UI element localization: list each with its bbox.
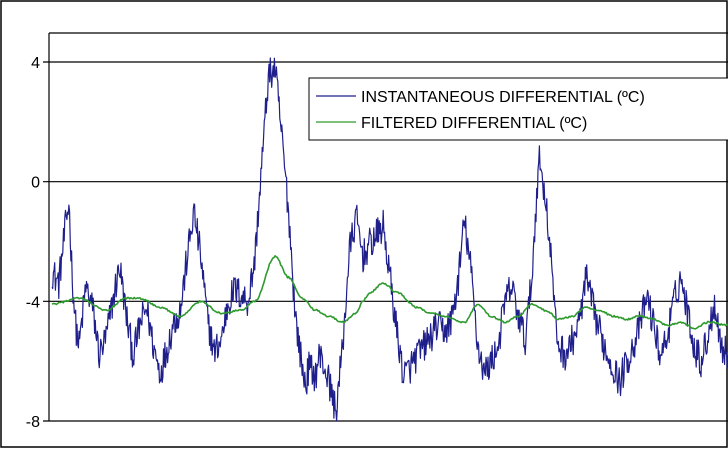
- grid-lines: [43, 61, 728, 422]
- series-instantaneous: [51, 57, 728, 422]
- legend-box: [308, 77, 728, 141]
- y-tick-label: 4: [31, 55, 40, 72]
- y-axis-tick-labels: 4 0 -4 -8: [26, 55, 40, 431]
- plot-area: [48, 32, 728, 421]
- series-line-instantaneous: [51, 57, 728, 422]
- y-tick-label: -4: [26, 294, 40, 311]
- y-tick-label: -8: [26, 414, 40, 431]
- y-tick-label: 0: [31, 175, 40, 192]
- series-filtered: [51, 255, 728, 330]
- legend-label-instantaneous: INSTANTANEOUS DIFFERENTIAL (ºC): [361, 89, 645, 106]
- plot-area-frame: [48, 32, 728, 421]
- legend-label-filtered: FILTERED DIFFERENTIAL (ºC): [361, 115, 587, 132]
- legend: INSTANTANEOUS DIFFERENTIAL (ºC) FILTERED…: [308, 77, 728, 141]
- series-line-filtered: [51, 255, 728, 330]
- series-layer: [51, 57, 728, 422]
